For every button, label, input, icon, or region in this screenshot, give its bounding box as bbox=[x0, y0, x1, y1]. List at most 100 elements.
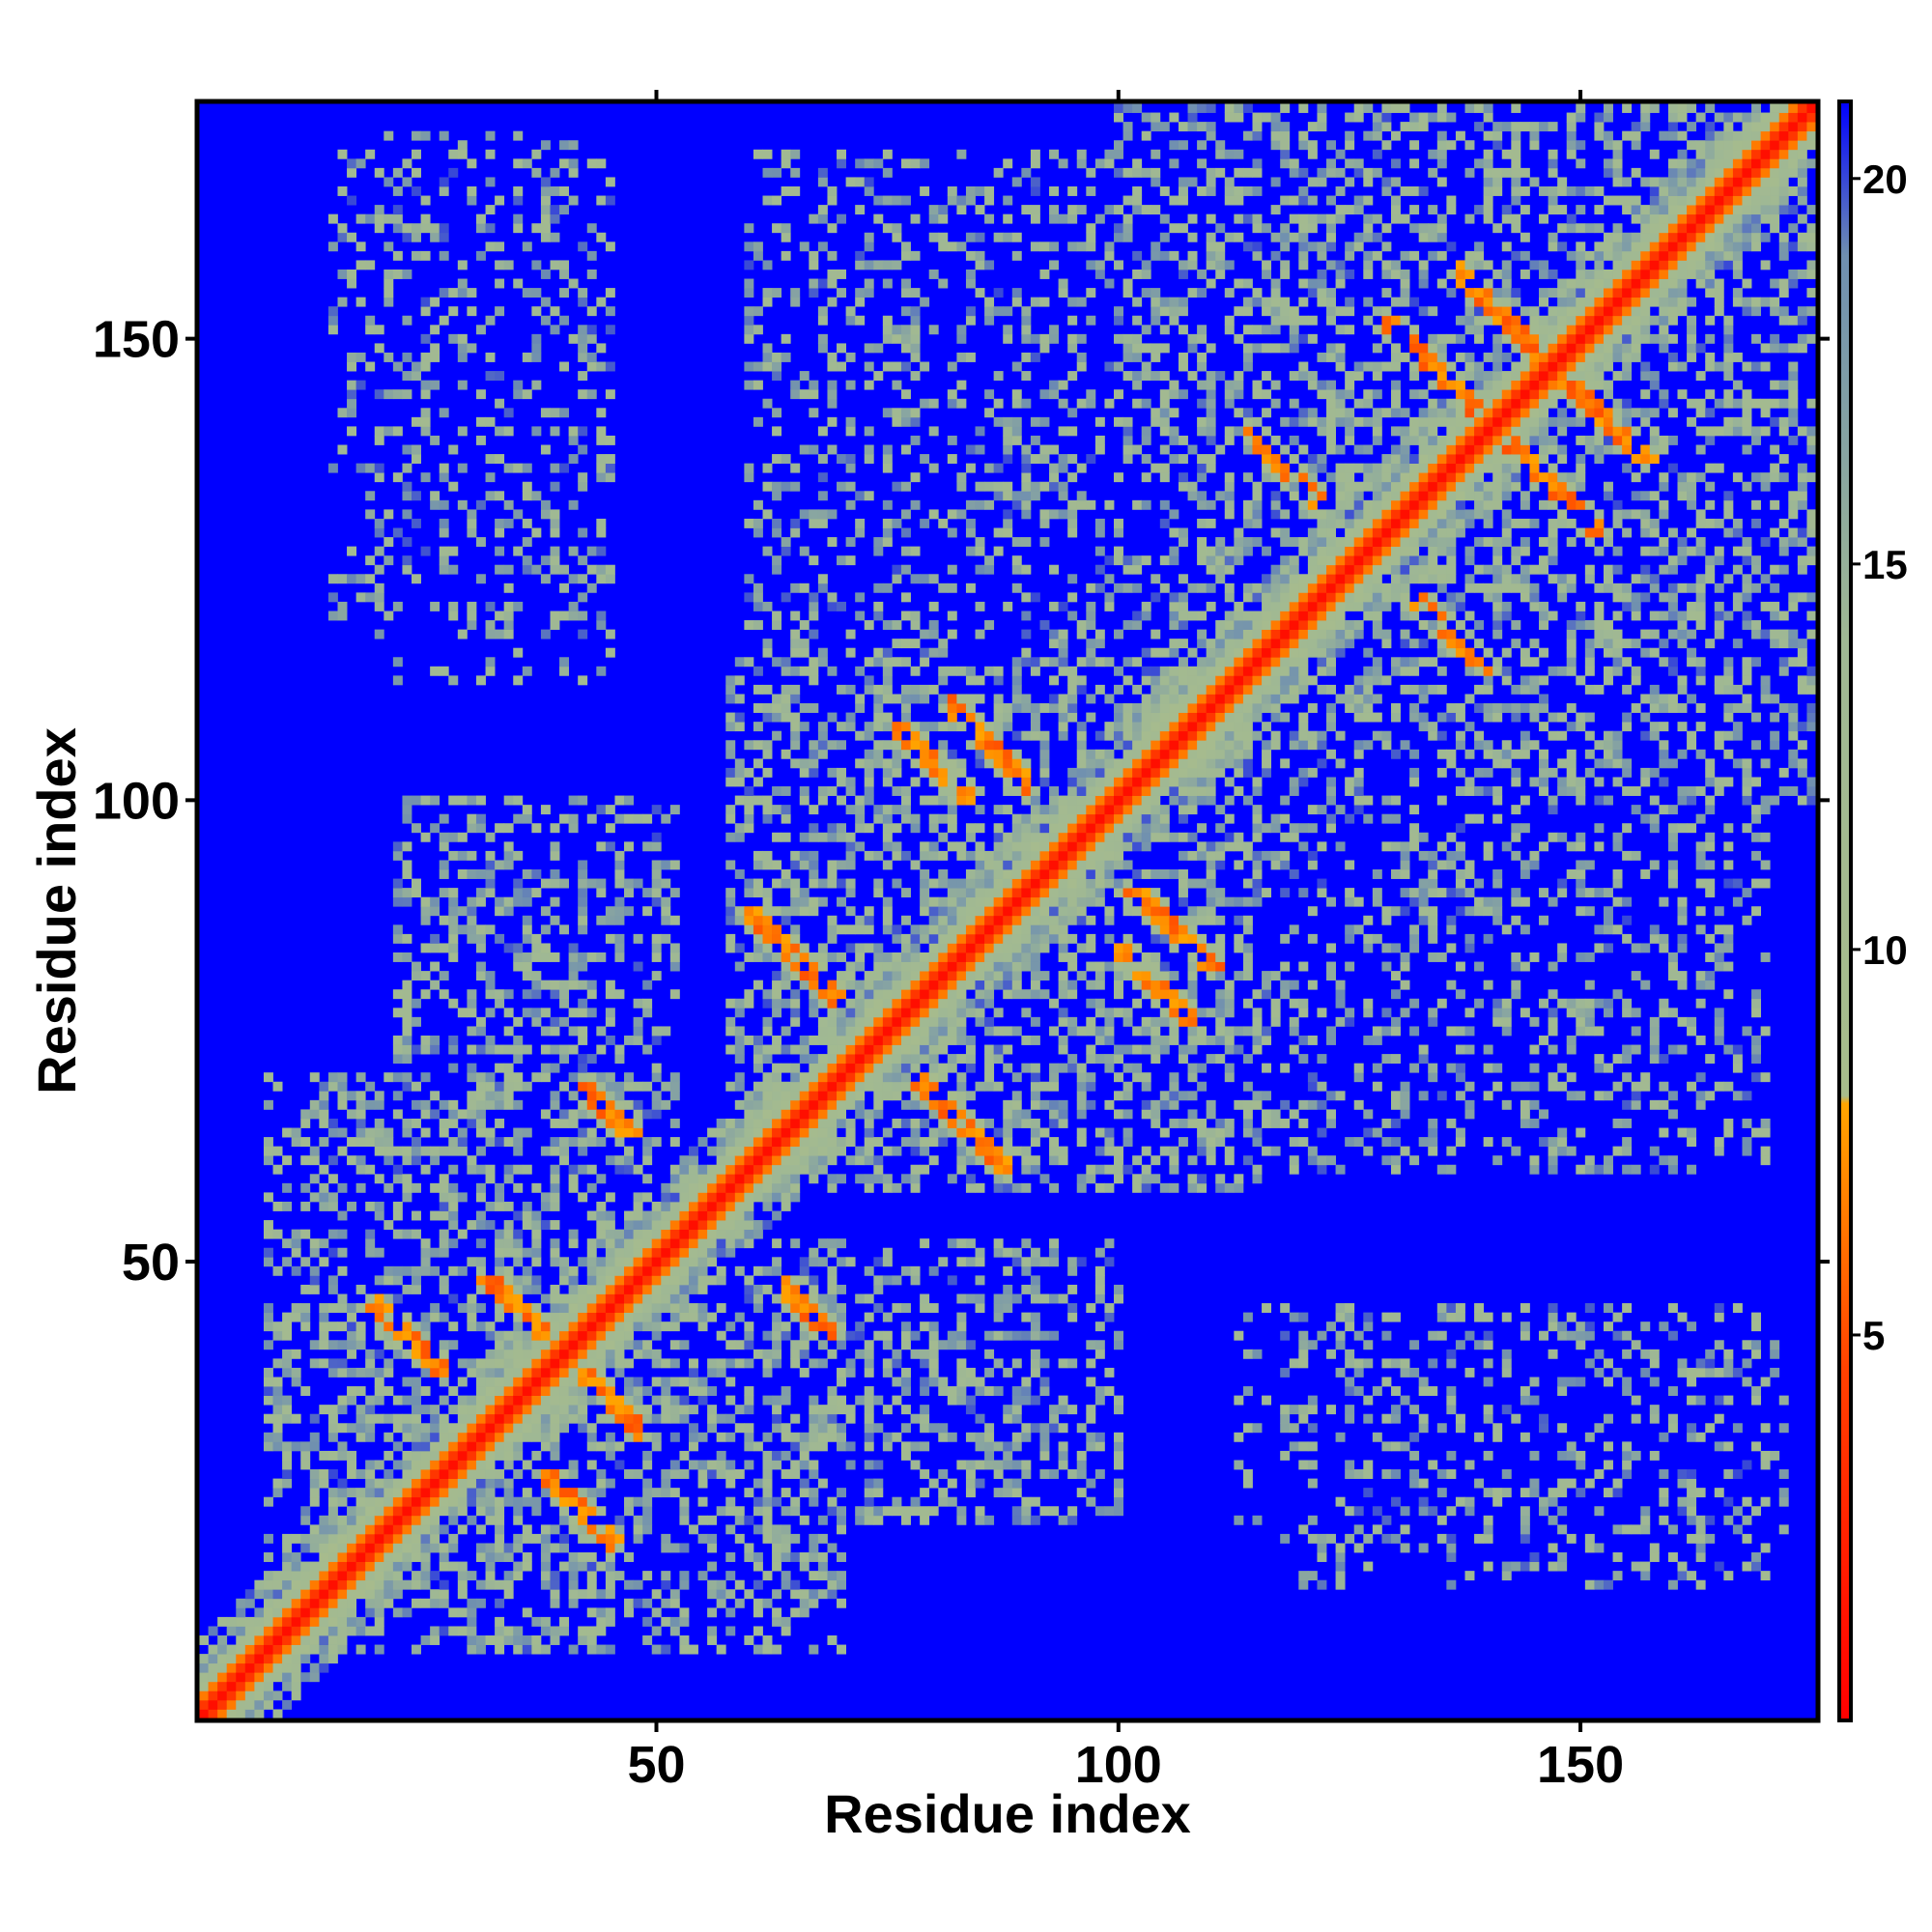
heatmap-cell bbox=[374, 518, 384, 528]
heatmap-cell bbox=[827, 1182, 838, 1193]
heatmap-cell bbox=[845, 1072, 856, 1083]
heatmap-cell bbox=[837, 924, 846, 935]
heatmap-cell bbox=[661, 933, 671, 944]
heatmap-cell bbox=[347, 361, 357, 372]
heatmap-cell bbox=[938, 786, 949, 796]
heatmap-cell bbox=[725, 1118, 736, 1128]
heatmap-cell bbox=[392, 601, 403, 611]
heatmap-cell bbox=[254, 1690, 265, 1701]
heatmap-cell bbox=[669, 961, 680, 972]
heatmap-cell bbox=[430, 1533, 440, 1544]
heatmap-cell bbox=[855, 1072, 866, 1083]
heatmap-cell bbox=[772, 712, 782, 723]
heatmap-cell bbox=[772, 555, 782, 566]
heatmap-cell bbox=[781, 1488, 791, 1498]
heatmap-cell bbox=[402, 813, 412, 824]
heatmap-cell bbox=[495, 823, 505, 834]
heatmap-cell bbox=[596, 1533, 607, 1544]
heatmap-cell bbox=[540, 205, 551, 215]
heatmap-cell bbox=[661, 1386, 671, 1396]
heatmap-cell bbox=[327, 1321, 338, 1332]
heatmap-cell bbox=[993, 1174, 1004, 1184]
heatmap-cell bbox=[540, 1626, 551, 1636]
heatmap-cell bbox=[892, 694, 902, 704]
heatmap-cell bbox=[809, 989, 819, 1000]
heatmap-cell bbox=[272, 1488, 283, 1498]
heatmap-cell bbox=[596, 1284, 607, 1294]
heatmap-cell bbox=[1003, 805, 1013, 815]
heatmap-cell bbox=[790, 712, 801, 723]
heatmap-cell bbox=[855, 1008, 866, 1018]
heatmap-cell bbox=[420, 1533, 431, 1544]
heatmap-cell bbox=[679, 1579, 690, 1590]
heatmap-cell bbox=[495, 195, 505, 206]
heatmap-cell bbox=[882, 712, 893, 723]
heatmap-cell bbox=[956, 205, 967, 215]
heatmap-cell bbox=[873, 1395, 884, 1406]
heatmap-cell bbox=[892, 924, 902, 935]
heatmap-cell bbox=[624, 1321, 634, 1332]
heatmap-cell bbox=[550, 1524, 560, 1535]
heatmap-cell bbox=[827, 389, 838, 400]
heatmap-cell bbox=[550, 546, 560, 556]
heatmap-cell bbox=[420, 426, 431, 437]
heatmap-cell bbox=[467, 896, 477, 907]
heatmap-cell bbox=[947, 703, 957, 713]
heatmap-cell bbox=[855, 1349, 866, 1359]
heatmap-cell bbox=[495, 1118, 505, 1128]
heatmap-cell bbox=[716, 1460, 726, 1470]
heatmap-cell bbox=[651, 1099, 662, 1110]
heatmap-cell bbox=[1011, 564, 1022, 575]
heatmap-cell bbox=[217, 1644, 228, 1655]
heatmap-cell bbox=[799, 1349, 810, 1359]
heatmap-cell bbox=[947, 998, 957, 1009]
heatmap-cell bbox=[928, 952, 939, 962]
heatmap-cell bbox=[374, 1247, 384, 1258]
heatmap-cell bbox=[596, 1118, 607, 1128]
heatmap-cell bbox=[772, 288, 782, 298]
heatmap-cell bbox=[586, 1496, 597, 1507]
heatmap-cell bbox=[669, 1220, 680, 1231]
heatmap-cell bbox=[1003, 1303, 1013, 1314]
heatmap-cell bbox=[448, 1238, 459, 1249]
heatmap-cell bbox=[669, 1137, 680, 1148]
heatmap-cell bbox=[412, 1515, 421, 1525]
heatmap-cell bbox=[975, 537, 985, 547]
heatmap-cell bbox=[485, 1405, 496, 1415]
heatmap-cell bbox=[550, 213, 560, 224]
heatmap-cell bbox=[467, 795, 477, 806]
heatmap-cell bbox=[910, 416, 921, 427]
heatmap-cell bbox=[651, 1210, 662, 1221]
heatmap-cell bbox=[882, 980, 893, 990]
heatmap-cell bbox=[392, 850, 403, 861]
heatmap-cell bbox=[790, 582, 801, 593]
heatmap-cell bbox=[309, 1109, 320, 1120]
heatmap-cell bbox=[522, 1423, 532, 1434]
heatmap-cell bbox=[402, 1460, 412, 1470]
heatmap-cell bbox=[817, 426, 828, 437]
heatmap-cell bbox=[900, 1386, 911, 1396]
heatmap-cell bbox=[365, 361, 376, 372]
heatmap-cell bbox=[503, 620, 514, 630]
heatmap-cell bbox=[475, 961, 486, 972]
heatmap-cell bbox=[1021, 1515, 1032, 1525]
heatmap-cell bbox=[485, 980, 496, 990]
heatmap-cell bbox=[837, 1312, 846, 1322]
heatmap-cell bbox=[457, 1579, 468, 1590]
heatmap-cell bbox=[845, 1257, 856, 1267]
heatmap-cell bbox=[790, 1016, 801, 1027]
heatmap-cell bbox=[725, 933, 736, 944]
heatmap-cell bbox=[772, 1063, 782, 1073]
heatmap-cell bbox=[845, 888, 856, 898]
heatmap-cell bbox=[762, 1016, 773, 1027]
heatmap-cell bbox=[503, 408, 514, 418]
heatmap-cell bbox=[669, 1192, 680, 1203]
heatmap-cell bbox=[910, 472, 921, 483]
heatmap-cell bbox=[892, 989, 902, 1000]
heatmap-cell bbox=[309, 1496, 320, 1507]
heatmap-cell bbox=[495, 1469, 505, 1479]
heatmap-cell bbox=[374, 1543, 384, 1553]
heatmap-cell bbox=[984, 1432, 995, 1442]
heatmap-cell bbox=[956, 998, 967, 1009]
heatmap-cell bbox=[412, 1210, 421, 1221]
